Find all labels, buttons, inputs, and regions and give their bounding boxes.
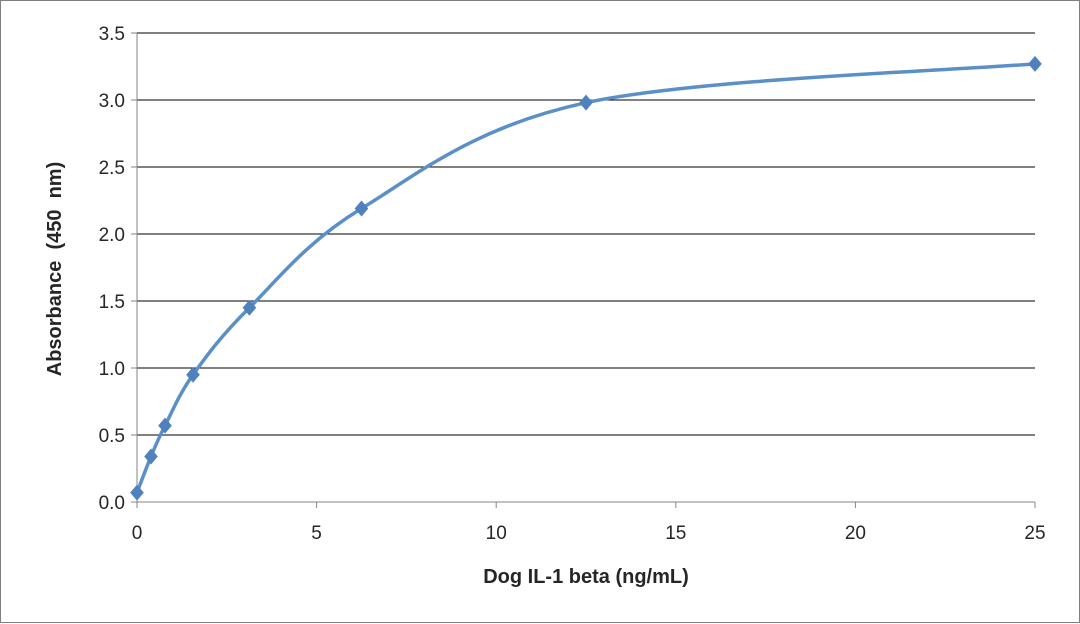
y-tick-label: 3.0 <box>99 91 125 112</box>
y-axis-title: Absorbance (450 nm) <box>44 162 66 377</box>
y-tick-label: 2.5 <box>99 158 125 179</box>
x-axis-title: Dog IL-1 beta (ng/mL) <box>483 566 689 588</box>
x-tick-label: 10 <box>486 523 507 544</box>
y-tick-label: 2.0 <box>99 225 125 246</box>
gridlines <box>131 32 1035 503</box>
data-point-marker <box>1028 55 1042 72</box>
data-point-marker <box>144 448 158 465</box>
data-point-marker <box>242 299 257 316</box>
x-tick-label: 20 <box>845 523 866 544</box>
series-markers <box>130 55 1042 501</box>
data-point-marker <box>579 94 593 111</box>
y-tick-label: 1.0 <box>99 359 125 380</box>
data-point-marker <box>130 484 144 501</box>
axes <box>136 33 1036 508</box>
x-tick-label: 25 <box>1024 523 1045 544</box>
data-point-marker <box>186 366 200 383</box>
y-tick-label: 0.0 <box>99 493 125 514</box>
x-tick-label: 15 <box>665 523 686 544</box>
data-point-marker <box>158 417 172 434</box>
series-curve <box>135 62 1037 495</box>
y-tick-label: 0.5 <box>99 426 125 447</box>
x-tick-label: 0 <box>132 523 143 544</box>
data-point-marker <box>354 200 369 217</box>
y-tick-label: 3.5 <box>99 24 125 45</box>
x-tick-labels: 0 5 10 15 20 25 <box>132 523 1046 544</box>
y-tick-label: 1.5 <box>99 292 125 313</box>
x-tick-label: 5 <box>311 523 322 544</box>
y-tick-labels: 0.0 0.5 1.0 1.5 2.0 2.5 3.0 3.5 <box>99 24 125 514</box>
